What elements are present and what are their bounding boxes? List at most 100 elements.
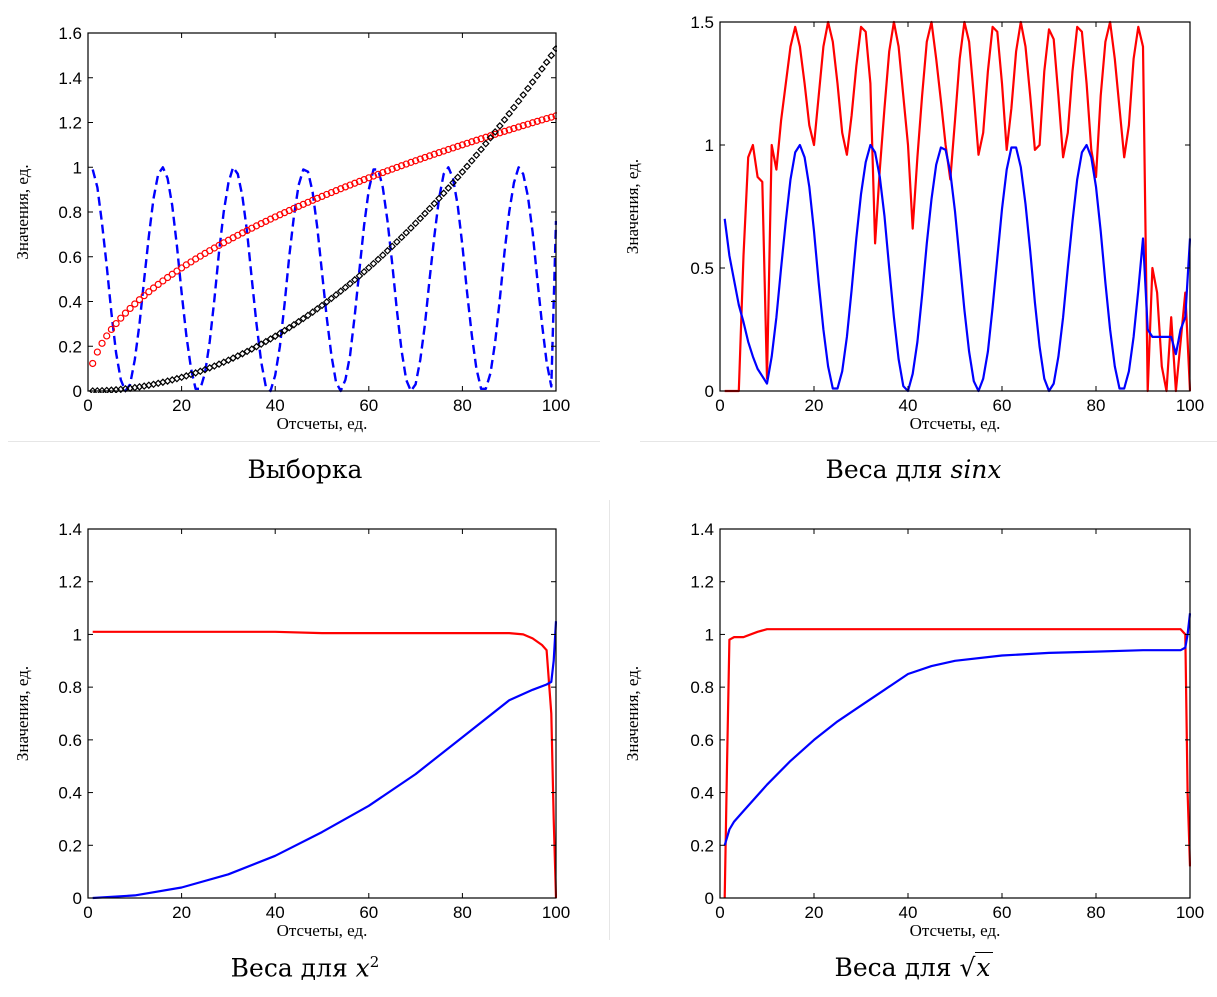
plot-area [90, 46, 559, 394]
axes-frame [88, 529, 556, 898]
data-point [333, 292, 339, 298]
data-point [394, 239, 400, 245]
caption-sqrtx-sign: √ [959, 953, 975, 982]
data-point [464, 163, 470, 169]
data-point [469, 158, 475, 164]
data-point [459, 169, 465, 175]
data-point [539, 66, 545, 72]
data-point [94, 349, 100, 355]
data-point [403, 230, 409, 236]
data-point [516, 98, 522, 104]
x-axis-label: Отсчеты, ед. [910, 414, 1001, 433]
data-point [520, 92, 526, 98]
data-point [370, 261, 376, 267]
x-axis-label: Отсчеты, ед. [277, 921, 368, 940]
x-tick-label: 0 [715, 396, 724, 415]
x-tick-label: 40 [899, 396, 918, 415]
x-tick-label: 0 [83, 396, 92, 415]
x-tick-label: 0 [83, 903, 92, 922]
chart-weights-sinx: 0 20 40 60 80 100 0 0.5 1 1.5 Отсчеты, ед. Значения… [610, 0, 1217, 440]
separator-top-left [8, 441, 600, 442]
y-tick-label: 1.4 [690, 520, 714, 539]
y-tick-label: 0 [705, 382, 714, 401]
data-point [338, 288, 344, 294]
data-point [436, 195, 442, 201]
series-2-line [725, 145, 1190, 391]
x-tick-label: 60 [359, 903, 378, 922]
data-point [445, 185, 451, 191]
caption-x2-text: Веса для [231, 953, 356, 982]
caption-sample-text: Выборка [248, 455, 363, 484]
y-axis-label: Значения, ед. [13, 666, 32, 761]
y-tick-label: 0.6 [58, 248, 82, 267]
chart-weights-x2: 0 20 40 60 80 10000.20.40.60.811.21.4Отсчеты,… [0, 500, 600, 940]
x-tick-label: 100 [542, 903, 570, 922]
y-tick-label: 1.5 [690, 13, 714, 32]
caption-x2-math: x [356, 953, 370, 982]
data-point [478, 146, 484, 152]
series-1-line [93, 167, 556, 391]
y-tick-label: 0.6 [690, 731, 714, 750]
data-point [534, 73, 540, 79]
y-tick-label: 0 [705, 889, 714, 908]
y-axis-label: Значения, ед. [13, 164, 32, 259]
y-tick-label: 0.2 [58, 337, 82, 356]
y-tick-label: 0.4 [58, 293, 82, 312]
chart-panel-sinx: 0 20 40 60 80 100 0 0.5 1 1.5 Отсчеты, ед. Значения… [610, 0, 1217, 440]
data-point [375, 256, 381, 262]
x-tick-label: 100 [1176, 903, 1204, 922]
data-point [99, 340, 105, 346]
caption-sinx-math: sinx [950, 455, 1001, 484]
x-tick-label: 40 [899, 903, 918, 922]
data-point [506, 111, 512, 117]
data-point [502, 117, 508, 123]
y-tick-label: 1 [73, 625, 82, 644]
data-point [104, 333, 110, 339]
y-tick-label: 0 [73, 889, 82, 908]
y-tick-label: 1 [705, 625, 714, 644]
caption-x2-sup: 2 [370, 953, 380, 971]
y-tick-label: 0.8 [58, 203, 82, 222]
y-tick-label: 0.2 [690, 836, 714, 855]
x-tick-label: 80 [1087, 396, 1106, 415]
series-3 [90, 46, 559, 394]
x-tick-label: 80 [1087, 903, 1106, 922]
y-tick-label: 1 [73, 158, 82, 177]
data-point [122, 310, 128, 316]
series-2-line [93, 621, 556, 898]
data-point [361, 269, 367, 275]
y-tick-label: 0 [73, 382, 82, 401]
separator-top-right [640, 441, 1217, 442]
chart-panel-sqrtx: 0 20 40 60 80 100 0 0.2 0.4 0.6 0.8 1 1.2 1.4 Отсчеты,… [610, 500, 1217, 940]
y-tick-label: 0.2 [58, 836, 82, 855]
chart-panel-sample: 0 20 40 60 80 100 0 0.2 0.4 0.6 0.8 1 1.2 1.4 1.6 Отсче… [0, 0, 600, 440]
x-tick-label: 100 [542, 396, 570, 415]
x-tick-label: 80 [453, 396, 472, 415]
y-axis-label: Значения, ед. [623, 666, 642, 761]
chart-weights-sqrtx: 0 20 40 60 80 10000.20.40.60.811.21.4Отсчеты,… [610, 500, 1217, 940]
data-point [427, 206, 433, 212]
data-point [417, 215, 423, 221]
data-point [328, 295, 334, 301]
caption-sample: Выборка [0, 455, 610, 484]
data-point [352, 277, 358, 283]
data-point [544, 59, 550, 65]
data-point [473, 152, 479, 158]
data-point [497, 123, 503, 129]
x-tick-label: 20 [805, 903, 824, 922]
caption-sqrtx-math: x [975, 952, 992, 982]
data-point [118, 315, 124, 321]
data-point [90, 360, 96, 366]
data-point [530, 79, 536, 85]
plot-area [725, 613, 1190, 898]
series-2 [90, 113, 559, 367]
y-tick-label: 1.2 [58, 114, 82, 133]
series-1-line [725, 629, 1190, 898]
data-point [408, 225, 414, 231]
caption-sinx-text: Веса для [825, 455, 950, 484]
x-tick-label: 20 [805, 396, 824, 415]
series-2-line [725, 613, 1190, 845]
data-point [366, 265, 372, 271]
caption-x2: Веса для x2 [0, 953, 610, 982]
x-tick-label: 40 [266, 903, 285, 922]
